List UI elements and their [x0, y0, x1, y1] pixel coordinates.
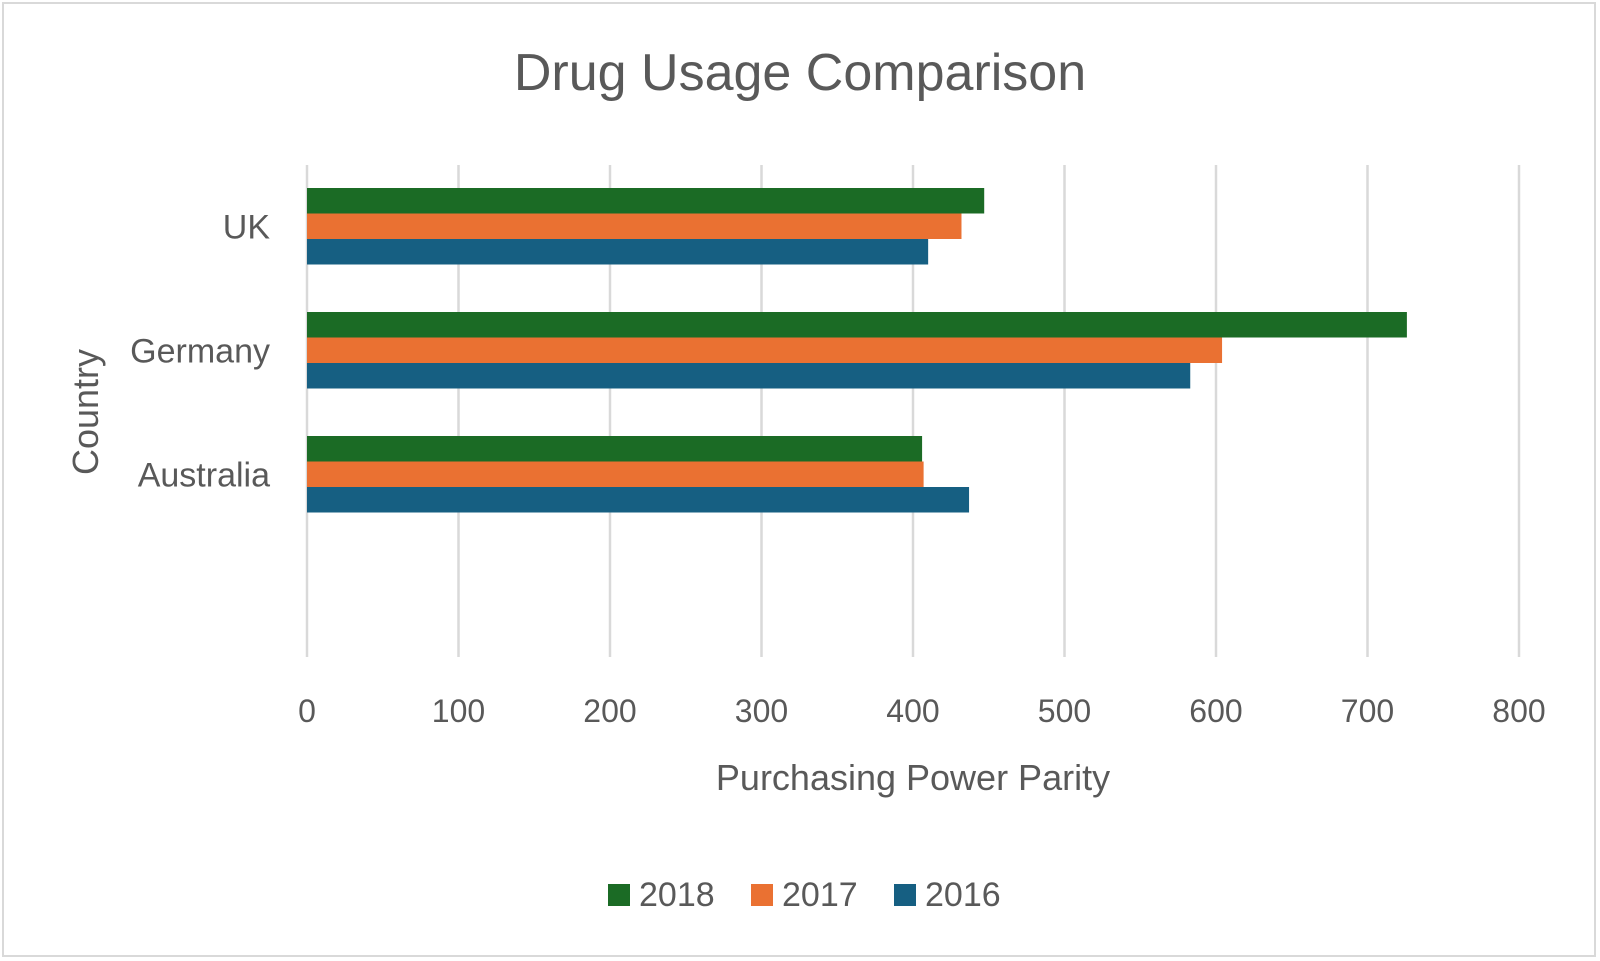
- bar-australia-2018: [307, 436, 923, 462]
- bar-uk-2017: [307, 213, 962, 239]
- bars: [307, 188, 1407, 513]
- x-tick-label: 500: [1038, 693, 1091, 729]
- x-tick-label: 100: [432, 693, 485, 729]
- bar-uk-2018: [307, 188, 985, 214]
- x-tick-labels: 0 100 200 300 400 500 600 700 800: [298, 693, 1546, 729]
- bar-australia-2017: [307, 461, 924, 487]
- legend-label-2017: 2017: [782, 876, 858, 914]
- x-tick-label: 700: [1341, 693, 1394, 729]
- x-tick-label: 400: [886, 693, 939, 729]
- y-axis-title: Country: [65, 349, 106, 475]
- legend-swatch-2018: [608, 884, 630, 906]
- legend: 2018 2017 2016: [608, 876, 1001, 914]
- x-axis-title: Purchasing Power Parity: [716, 757, 1110, 798]
- x-tick-label: 200: [583, 693, 636, 729]
- bar-uk-2016: [307, 239, 929, 265]
- legend-label-2018: 2018: [639, 876, 715, 914]
- category-labels: UK Germany Australia: [130, 208, 270, 494]
- bar-germany-2018: [307, 312, 1407, 338]
- bar-australia-2016: [307, 487, 970, 513]
- x-tick-label: 600: [1189, 693, 1242, 729]
- legend-label-2016: 2016: [925, 876, 1001, 914]
- category-label-germany: Germany: [130, 332, 270, 370]
- x-tick-label: 0: [298, 693, 316, 729]
- bar-germany-2017: [307, 337, 1223, 363]
- category-label-uk: UK: [223, 208, 271, 246]
- x-tick-label: 800: [1492, 693, 1545, 729]
- category-label-australia: Australia: [138, 456, 270, 494]
- legend-swatch-2016: [894, 884, 916, 906]
- legend-swatch-2017: [751, 884, 773, 906]
- bar-germany-2016: [307, 363, 1191, 389]
- chart-title: Drug Usage Comparison: [514, 44, 1086, 102]
- x-tick-label: 300: [735, 693, 788, 729]
